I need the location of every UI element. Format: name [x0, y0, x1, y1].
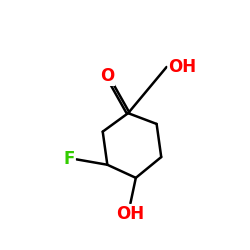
Text: OH: OH	[168, 58, 196, 76]
Text: F: F	[64, 150, 75, 168]
Text: O: O	[100, 67, 114, 85]
Text: OH: OH	[116, 205, 144, 223]
